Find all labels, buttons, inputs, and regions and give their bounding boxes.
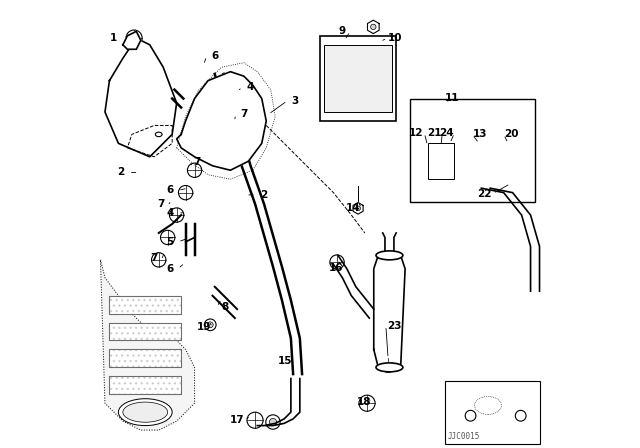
Bar bbox=[320, 36, 396, 121]
Bar bbox=[109, 376, 181, 394]
Text: 4: 4 bbox=[247, 82, 254, 92]
Bar bbox=[109, 296, 181, 314]
Text: 6: 6 bbox=[166, 264, 173, 274]
Circle shape bbox=[458, 154, 468, 164]
Text: 7: 7 bbox=[157, 199, 164, 209]
Polygon shape bbox=[353, 202, 363, 214]
Bar bbox=[324, 45, 392, 112]
Text: 9: 9 bbox=[339, 26, 346, 36]
Text: 24: 24 bbox=[439, 128, 454, 138]
Circle shape bbox=[502, 146, 524, 168]
Circle shape bbox=[356, 206, 360, 211]
Text: 19: 19 bbox=[197, 322, 212, 332]
Text: 21: 21 bbox=[427, 128, 442, 138]
Bar bbox=[410, 99, 535, 202]
Circle shape bbox=[461, 156, 466, 162]
Bar bbox=[445, 381, 540, 444]
Circle shape bbox=[207, 322, 213, 328]
Text: 17: 17 bbox=[230, 415, 244, 425]
Text: 23: 23 bbox=[387, 321, 401, 331]
Polygon shape bbox=[177, 72, 266, 170]
Circle shape bbox=[443, 156, 448, 162]
Text: 2: 2 bbox=[260, 190, 268, 200]
Ellipse shape bbox=[376, 363, 403, 372]
Bar bbox=[109, 349, 181, 367]
Polygon shape bbox=[105, 40, 177, 157]
Bar bbox=[109, 323, 181, 340]
Circle shape bbox=[179, 185, 193, 200]
Polygon shape bbox=[127, 125, 172, 157]
Polygon shape bbox=[109, 376, 181, 394]
Circle shape bbox=[247, 412, 263, 428]
Circle shape bbox=[495, 139, 531, 175]
Text: 22: 22 bbox=[477, 189, 492, 198]
Circle shape bbox=[465, 410, 476, 421]
Text: 11: 11 bbox=[445, 93, 460, 103]
Text: 20: 20 bbox=[504, 129, 519, 139]
Text: 5: 5 bbox=[166, 237, 173, 247]
Text: 15: 15 bbox=[278, 356, 292, 366]
Polygon shape bbox=[109, 349, 181, 367]
Polygon shape bbox=[374, 255, 405, 367]
Polygon shape bbox=[100, 260, 195, 430]
Text: 3: 3 bbox=[292, 96, 299, 106]
Text: 6: 6 bbox=[166, 185, 173, 195]
Text: 1: 1 bbox=[110, 33, 118, 43]
Polygon shape bbox=[109, 323, 181, 340]
Text: 7: 7 bbox=[193, 157, 200, 167]
Text: 2: 2 bbox=[117, 168, 124, 177]
Ellipse shape bbox=[156, 132, 162, 137]
Text: 14: 14 bbox=[346, 203, 361, 213]
Polygon shape bbox=[109, 296, 181, 314]
Circle shape bbox=[170, 208, 184, 222]
Circle shape bbox=[161, 230, 175, 245]
Text: 10: 10 bbox=[388, 33, 403, 43]
Ellipse shape bbox=[376, 251, 403, 260]
Circle shape bbox=[330, 255, 344, 269]
Circle shape bbox=[266, 415, 280, 429]
Text: 7: 7 bbox=[240, 109, 248, 119]
Text: 7: 7 bbox=[150, 253, 158, 263]
Text: JJC0015: JJC0015 bbox=[447, 432, 479, 441]
Text: 6: 6 bbox=[211, 51, 218, 61]
Text: 18: 18 bbox=[356, 397, 371, 407]
Circle shape bbox=[359, 395, 375, 411]
Text: 12: 12 bbox=[409, 128, 424, 138]
Circle shape bbox=[515, 410, 526, 421]
Circle shape bbox=[188, 163, 202, 177]
Ellipse shape bbox=[123, 402, 168, 422]
Circle shape bbox=[152, 253, 166, 267]
Polygon shape bbox=[123, 31, 141, 49]
Text: 16: 16 bbox=[328, 263, 343, 273]
Text: 8: 8 bbox=[221, 302, 228, 312]
Circle shape bbox=[371, 24, 376, 30]
Circle shape bbox=[381, 358, 396, 372]
Text: 13: 13 bbox=[473, 129, 488, 139]
Circle shape bbox=[204, 319, 216, 331]
Text: 4: 4 bbox=[166, 208, 173, 218]
Polygon shape bbox=[367, 20, 379, 34]
Bar bbox=[428, 143, 454, 179]
Ellipse shape bbox=[118, 399, 172, 426]
Circle shape bbox=[269, 418, 276, 426]
Circle shape bbox=[126, 30, 142, 46]
Circle shape bbox=[440, 154, 451, 164]
